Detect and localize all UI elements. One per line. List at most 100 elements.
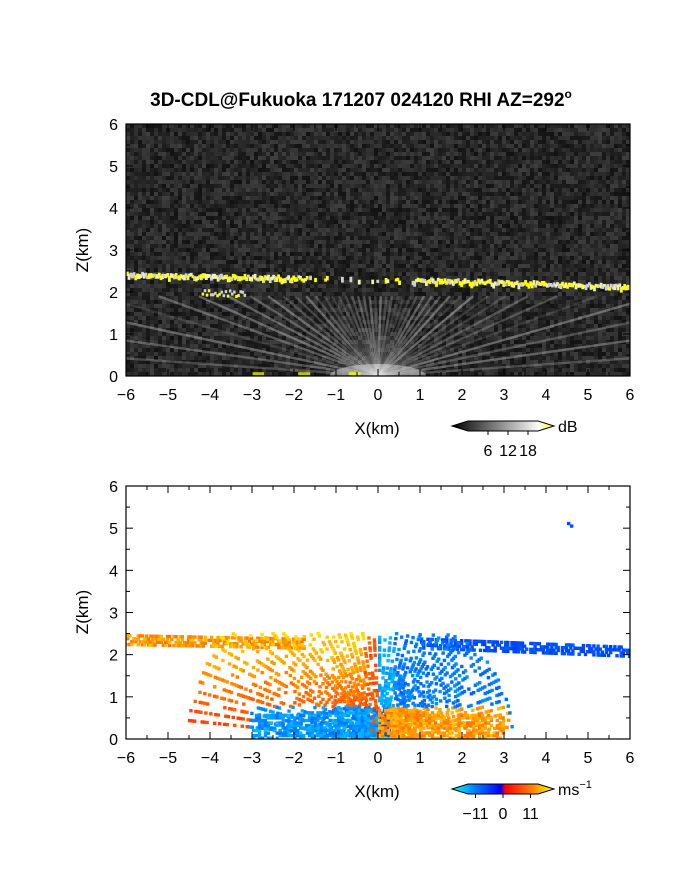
velocity-pixel (415, 673, 419, 678)
velocity-pixel (375, 688, 379, 693)
velocity-pixel (196, 710, 201, 714)
upper-right-layer-pixel (590, 647, 594, 651)
cloud-base-echo (252, 274, 255, 278)
low-level-pixel (498, 723, 502, 728)
low-level-pixel (296, 716, 300, 720)
velocity-pixel (274, 654, 278, 659)
velocity-pixel (317, 634, 322, 638)
low-level-pixel (457, 718, 461, 723)
secondary-layer-echo (210, 293, 213, 297)
upper-right-layer-pixel (552, 651, 556, 655)
upper-left-layer-pixel (149, 634, 153, 638)
velocity-pixel (428, 640, 432, 644)
radar-beam (356, 295, 380, 376)
velocity-pixel (497, 692, 501, 697)
upper-right-layer-pixel (592, 653, 596, 657)
velocity-pixel (354, 667, 359, 671)
cloud-base-echo (522, 282, 526, 286)
low-level-pixel (448, 728, 452, 733)
low-level-pixel (281, 731, 285, 735)
cloud-base-echo (162, 274, 166, 278)
velocity-pixel (198, 680, 203, 684)
velocity-pixel (382, 648, 387, 652)
upper-left-layer-pixel (245, 636, 250, 640)
upper-right-layer-pixel (537, 648, 541, 652)
low-level-pixel (269, 721, 274, 725)
low-level-pixel (386, 723, 391, 728)
upper-left-layer-pixel (256, 645, 260, 649)
velocity-pixel (344, 635, 349, 640)
velocity-pixel (496, 678, 501, 682)
velocity-pixel (256, 699, 260, 703)
velocity-pixel (350, 652, 354, 657)
velocity-pixel (337, 675, 341, 680)
upper-right-layer-pixel (426, 637, 430, 642)
low-level-pixel (354, 721, 359, 725)
velocity-pixel (337, 669, 342, 673)
upper-left-layer-pixel (245, 645, 250, 649)
cloud-base-echo (598, 284, 601, 288)
velocity-pixel (232, 644, 236, 648)
upper-right-layer-pixel (497, 643, 502, 647)
velocity-pixel (290, 651, 295, 656)
velocity-pixel (358, 701, 363, 705)
low-level-pixel (316, 726, 321, 730)
velocity-pixel (259, 662, 264, 666)
low-level-pixel (436, 726, 441, 730)
cloud-base-echo (446, 278, 450, 284)
upper-right-layer-pixel (541, 648, 546, 652)
velocity-pixel (227, 651, 232, 656)
velocity-pixel (378, 645, 382, 650)
low-level-pixel (310, 733, 315, 738)
low-level-pixel (357, 713, 362, 718)
upper-right-layer-pixel (514, 647, 518, 651)
y-tick-label: 2 (109, 648, 118, 665)
cloud-base-echo (430, 277, 433, 282)
velocity-pixel (406, 688, 411, 693)
low-level-pixel (386, 728, 391, 733)
low-level-pixel (254, 728, 259, 733)
radar-beam (377, 321, 630, 376)
low-level-pixel (375, 711, 379, 715)
velocity-pixel (339, 707, 343, 711)
x-tick-label: −1 (327, 750, 345, 767)
velocity-pixel (384, 696, 389, 701)
velocity-pixel (330, 680, 335, 684)
velocity-pixel (264, 708, 268, 712)
cloud-base-echo (463, 278, 467, 284)
low-level-pixel (337, 711, 341, 715)
upper-right-layer-pixel (613, 645, 617, 649)
velocity-pixel (455, 709, 459, 713)
low-level-pixel (451, 723, 455, 728)
cloud-base-echo (418, 278, 422, 283)
velocity-pixel (340, 714, 344, 718)
velocity-pixel (254, 638, 259, 643)
low-level-pixel (501, 716, 505, 720)
low-level-pixel (319, 721, 324, 725)
velocity-pixel (272, 704, 277, 709)
low-level-pixel (281, 713, 285, 718)
velocity-pixel (402, 695, 407, 699)
low-level-pixel (351, 726, 356, 730)
secondary-layer-echo (224, 290, 228, 294)
low-level-pixel (386, 711, 391, 715)
low-level-pixel (460, 721, 464, 725)
velocity-pixel (405, 721, 409, 725)
low-level-pixel (334, 721, 338, 725)
velocity-pixel (308, 669, 313, 673)
velocity-pixel (370, 671, 375, 675)
velocity-pixel (324, 672, 328, 676)
velocity-pixel (350, 634, 354, 638)
reflectivity-colorbar-unit: dB (558, 419, 578, 436)
velocity-pixel (241, 694, 246, 698)
upper-right-layer-pixel (520, 641, 525, 645)
upper-left-layer-pixel (205, 638, 210, 642)
velocity-pixel (214, 666, 219, 670)
velocity-pixel (313, 705, 317, 710)
velocity-pixel (405, 634, 410, 638)
low-level-pixel (313, 718, 318, 723)
velocity-pixel (258, 700, 262, 704)
velocity-pixel (413, 707, 417, 711)
upper-left-layer-pixel (180, 638, 184, 642)
upper-right-layer-pixel (445, 641, 449, 645)
